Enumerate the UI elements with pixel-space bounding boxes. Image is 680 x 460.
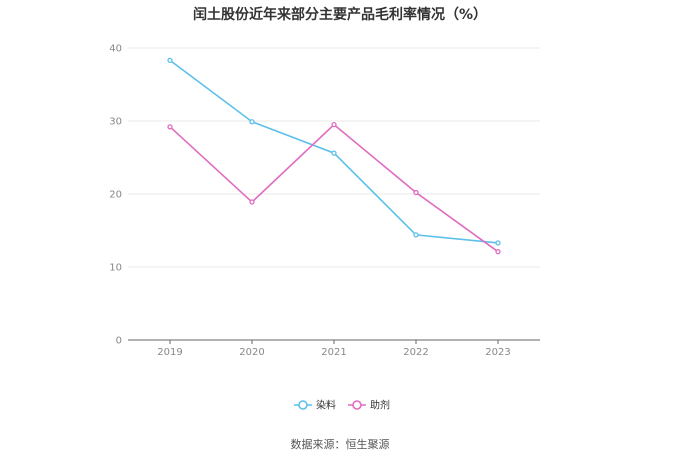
- x-tick-label: 2021: [321, 347, 346, 358]
- y-tick-label: 20: [109, 190, 122, 201]
- y-tick-label: 0: [116, 336, 122, 347]
- legend-label-1: 助剂: [370, 399, 390, 412]
- data-point: [331, 122, 337, 128]
- chart-title: 闰土股份近年来部分主要产品毛利率情况（%）: [192, 7, 488, 23]
- data-point: [495, 249, 501, 255]
- y-tick-label: 30: [109, 117, 122, 128]
- y-tick-label: 40: [109, 44, 122, 55]
- data-point: [167, 124, 173, 130]
- data-point: [331, 150, 337, 156]
- data-source-note: 数据来源：恒生聚源: [290, 438, 390, 451]
- data-point: [413, 189, 419, 196]
- data-point: [249, 119, 255, 125]
- x-tick-label: 2022: [403, 347, 428, 358]
- legend-marker-0: [298, 400, 308, 410]
- x-tick-label: 2020: [239, 347, 264, 358]
- legend-marker-1: [352, 400, 362, 410]
- legend: 染料 助剂: [294, 399, 390, 412]
- legend-label-0: 染料: [316, 399, 336, 412]
- data-point: [249, 199, 255, 205]
- data-point: [167, 57, 173, 64]
- gridlines: [128, 47, 540, 268]
- x-tick-label: 2023: [485, 347, 510, 358]
- data-point: [413, 232, 419, 238]
- x-tick-label: 2019: [157, 347, 182, 358]
- y-tick-label: 10: [109, 263, 122, 274]
- series: [167, 57, 501, 255]
- axes: 0 10 20 30 40 2019 2020 2021 2022 2023: [109, 44, 540, 358]
- data-point: [495, 240, 501, 246]
- series-line-1: [169, 123, 499, 253]
